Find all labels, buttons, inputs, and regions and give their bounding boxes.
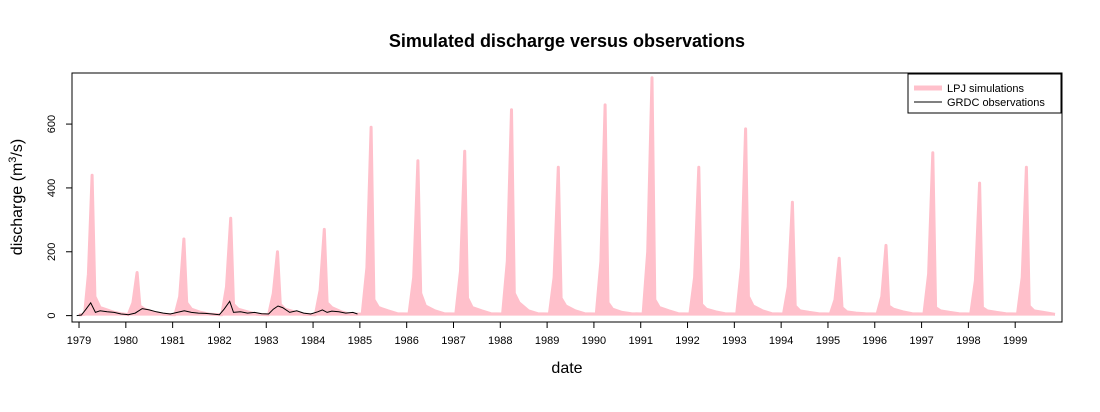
x-tick-label: 1981 xyxy=(160,335,184,347)
plot-area xyxy=(71,72,1063,323)
x-tick-label: 1995 xyxy=(816,335,840,347)
x-tick-label: 1994 xyxy=(769,335,793,347)
x-tick-label: 1983 xyxy=(254,335,278,347)
x-tick-label: 1980 xyxy=(114,335,138,347)
plot-border xyxy=(71,72,1063,323)
x-tick-label: 1979 xyxy=(67,335,91,347)
x-axis: 1979 1980 1981 1982 1983 1984 1985 1986 1987 1988… xyxy=(67,322,1027,347)
y-axis-title-tail: /s) xyxy=(9,139,26,157)
chart-title: Simulated discharge versus observations xyxy=(389,31,745,51)
x-tick-label: 1987 xyxy=(441,335,465,347)
y-tick-label: 400 xyxy=(46,179,58,197)
x-tick-label: 1998 xyxy=(956,335,980,347)
x-tick-label: 1985 xyxy=(348,335,372,347)
legend-box xyxy=(907,73,1062,114)
x-tick-label: 1986 xyxy=(394,335,418,347)
series-layer xyxy=(76,76,1056,317)
legend-label-lpj: LPJ simulations xyxy=(947,83,1025,95)
x-tick-label: 1999 xyxy=(1003,335,1027,347)
x-tick-label: 1982 xyxy=(207,335,231,347)
x-tick-label: 1990 xyxy=(582,335,606,347)
series-line-lpj-simulations xyxy=(78,76,1056,317)
y-axis-title-superscript: 3 xyxy=(7,157,19,163)
y-axis-title-main: discharge (m xyxy=(9,163,26,255)
x-tick-label: 1991 xyxy=(628,335,652,347)
y-tick-label: 0 xyxy=(46,313,58,319)
y-axis-title: discharge (m3/s) xyxy=(7,139,26,255)
y-tick-label: 600 xyxy=(46,115,58,133)
legend: LPJ simulations GRDC observations xyxy=(907,73,1062,114)
x-tick-label: 1997 xyxy=(909,335,933,347)
legend-label-grdc: GRDC observations xyxy=(947,97,1045,109)
y-axis: 0 200 400 600 xyxy=(46,115,72,319)
x-axis-title: date xyxy=(551,360,582,377)
y-tick-label: 200 xyxy=(46,243,58,261)
x-tick-label: 1988 xyxy=(488,335,512,347)
series-line-grdc-observations xyxy=(76,300,358,317)
x-tick-label: 1984 xyxy=(301,335,325,347)
x-tick-label: 1992 xyxy=(675,335,699,347)
x-tick-label: 1993 xyxy=(722,335,746,347)
x-tick-label: 1996 xyxy=(863,335,887,347)
x-tick-label: 1989 xyxy=(535,335,559,347)
